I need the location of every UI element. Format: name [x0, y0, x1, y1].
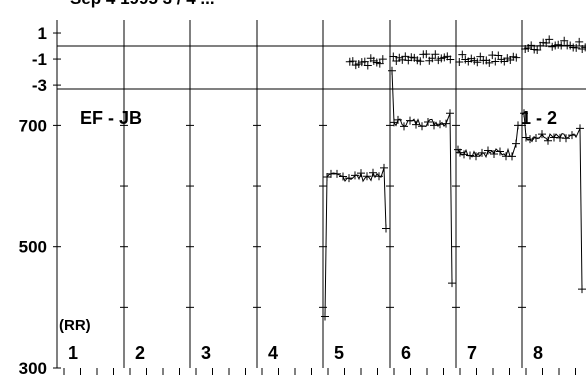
data-point-marker — [522, 133, 530, 142]
data-point-marker — [466, 151, 474, 160]
data-point-marker — [431, 50, 440, 59]
segment-label: 7 — [467, 343, 477, 363]
data-point-marker — [485, 58, 494, 67]
data-point-marker — [406, 116, 414, 125]
data-point-marker — [572, 43, 581, 52]
data-point-marker — [442, 119, 450, 128]
data-point-marker — [375, 59, 384, 68]
top-y-tick-label: -1 — [32, 50, 47, 69]
data-point-marker — [456, 148, 464, 157]
data-point-marker — [382, 224, 390, 233]
data-point-marker — [321, 312, 329, 321]
data-point-marker — [575, 37, 584, 46]
data-point-marker — [345, 174, 353, 183]
data-point-marker — [436, 120, 444, 129]
data-point-marker — [357, 169, 365, 178]
segment-label: 1 — [68, 343, 78, 363]
data-point-marker — [568, 131, 576, 140]
data-point-marker — [401, 52, 410, 61]
rr-label: (RR) — [59, 317, 91, 334]
data-point-marker — [460, 150, 468, 159]
data-point-marker — [473, 58, 482, 67]
data-point-marker — [491, 57, 500, 66]
data-point-marker — [472, 152, 480, 161]
segment-label: 3 — [201, 343, 211, 363]
data-point-marker — [490, 150, 498, 159]
bottom-y-tick-label: 300 — [19, 359, 47, 375]
data-point-marker — [520, 109, 528, 118]
data-point-marker — [581, 43, 586, 52]
data-point-marker — [512, 53, 521, 62]
data-point-marker — [544, 136, 552, 145]
data-point-marker — [412, 120, 420, 129]
data-point-marker — [416, 57, 425, 66]
segment-label: 2 — [135, 343, 145, 363]
data-point-marker — [380, 163, 388, 172]
data-point-marker — [400, 122, 408, 131]
data-point-marker — [363, 172, 371, 181]
data-point-marker — [369, 168, 377, 177]
data-point-marker — [458, 50, 467, 59]
text-layer: Sep 4 1995 3 / 4 ... EF - JB 1 - 2 (RR) … — [19, 0, 557, 375]
data-point-marker — [446, 109, 454, 118]
segment-label: 4 — [268, 343, 278, 363]
data-point-marker — [455, 58, 464, 67]
data-point-marker — [422, 50, 431, 59]
data-point-marker — [478, 148, 486, 157]
panel-label: EF - JB — [80, 108, 142, 128]
data-point-marker — [562, 134, 570, 143]
series-line — [324, 167, 387, 317]
data-point-marker — [508, 152, 516, 161]
header-text: Sep 4 1995 3 / 4 ... — [70, 0, 215, 8]
segment-label: 5 — [334, 343, 344, 363]
top-y-tick-label: -3 — [32, 76, 47, 95]
data-point-marker — [533, 46, 542, 55]
data-point-marker — [527, 41, 536, 50]
data-layer — [321, 35, 586, 321]
data-point-marker — [538, 130, 546, 139]
data-point-marker — [378, 55, 387, 64]
data-point-marker — [448, 279, 456, 288]
data-point-marker — [560, 36, 569, 45]
data-point-marker — [389, 52, 398, 61]
data-point-marker — [375, 172, 383, 181]
segment-label: 8 — [533, 343, 543, 363]
data-point-marker — [496, 147, 504, 156]
corner-label: 1 - 2 — [521, 108, 557, 128]
data-point-marker — [446, 55, 455, 64]
data-point-marker — [576, 124, 584, 133]
data-point-marker — [430, 121, 438, 130]
data-point-marker — [339, 172, 347, 181]
data-point-marker — [348, 57, 357, 66]
data-point-marker — [363, 61, 372, 70]
data-point-marker — [351, 171, 359, 180]
bottom-y-tick-label: 500 — [19, 238, 47, 257]
data-point-marker — [578, 285, 586, 294]
data-point-marker — [484, 146, 492, 155]
grid-layer — [53, 20, 586, 375]
data-point-marker — [418, 122, 426, 131]
data-point-marker — [545, 35, 554, 44]
data-point-marker — [424, 118, 432, 127]
data-point-marker — [388, 66, 396, 75]
data-point-marker — [526, 135, 534, 144]
data-point-marker — [512, 139, 520, 148]
data-point-marker — [532, 134, 540, 143]
bottom-y-tick-label: 700 — [19, 116, 47, 135]
data-point-marker — [394, 115, 402, 124]
segment-label: 6 — [401, 343, 411, 363]
series-line — [391, 70, 453, 284]
data-point-marker — [514, 121, 522, 130]
data-point-marker — [333, 169, 341, 178]
top-y-tick-label: 1 — [38, 24, 47, 43]
